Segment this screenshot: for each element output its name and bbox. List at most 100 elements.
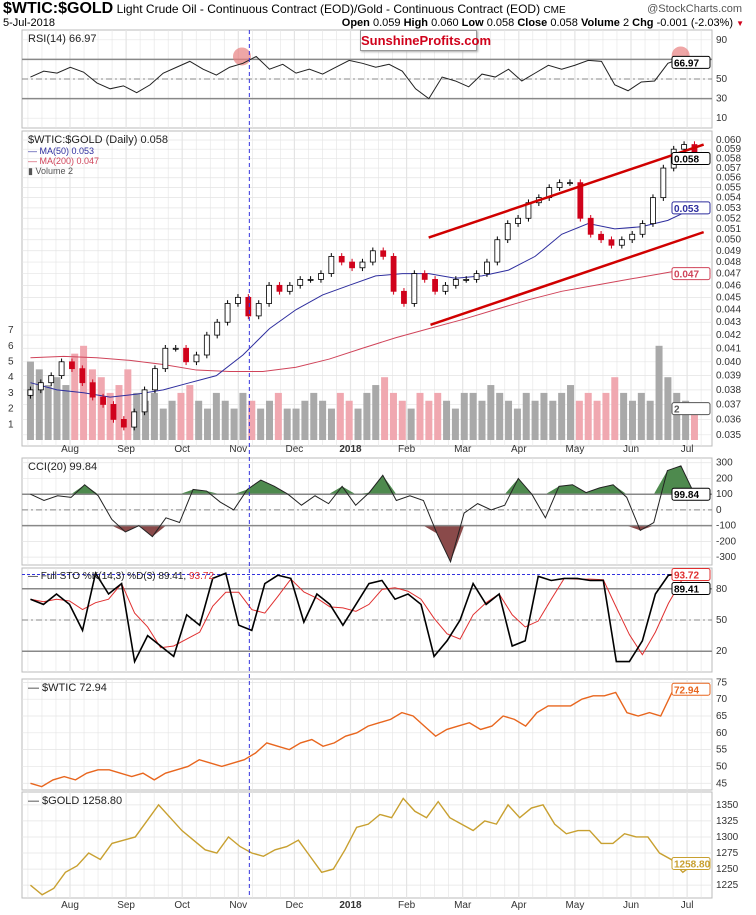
candle-body [338,255,345,263]
chg-value: -0.001 (-2.03%) [656,17,734,29]
candle-body [183,347,189,363]
x-axis-label: Aug [61,900,79,911]
volume-bar [513,408,521,440]
candle-body [369,250,376,263]
x-axis-label: Jul [681,900,694,911]
volume-bar [239,392,247,440]
rsi-line [30,55,695,100]
volume-bar [88,369,96,440]
x-axis-label: Apr [511,444,527,455]
sunshine-profits-watermark: SunshineProfits.com [360,30,491,51]
x-axis-label: Dec [286,444,304,455]
y-axis-label: 60 [716,728,728,739]
volume-bar [620,392,628,440]
candle-body [58,361,65,377]
quote-bar: Open 0.059 High 0.060 Low 0.058 Close 0.… [342,17,744,29]
volume-bar [593,400,601,440]
y-axis-label: 0.048 [716,257,741,268]
volume-bar [416,392,424,440]
volume-bar [646,400,654,440]
cci-last-value: 99.84 [674,490,699,501]
y-axis-label: 0.056 [716,173,741,184]
ma200-last-value-box [671,267,711,281]
close-label: Close [517,17,548,29]
wtic-last-value-box [671,682,711,696]
rsi-last-value: 66.97 [674,58,699,69]
candle-body [266,284,272,304]
y-axis-label: -300 [716,552,736,563]
candle-body [48,375,55,384]
trend-channel-line-lower [430,230,705,326]
volume-bar [584,392,592,440]
y-axis-label: 1350 [716,800,739,811]
volume-bar [434,392,442,440]
open-label: Open [341,17,370,29]
high-value: 0.060 [431,17,459,29]
price-last-value: 0.058 [674,155,699,166]
sto-legend: — Full STO %K(14,3) %D(3) 89.41, 93.72 [28,571,214,582]
candle-body [401,290,407,304]
volume-bar [602,392,610,440]
y-axis-label: 0.049 [716,246,741,257]
candle-body [681,144,687,150]
candle-body [411,273,418,304]
candle-body [37,382,44,391]
panel-wtic [21,678,713,791]
x-axis-label: Sep [117,444,135,455]
wtic-legend: — $WTIC 72.94 [28,682,107,694]
gold-last-value: 1258.80 [674,859,711,870]
trend-channel-line-upper [428,143,705,239]
x-axis-label: Nov [229,900,247,911]
y-axis-label: 55 [716,745,728,756]
y-axis-label: -100 [716,521,736,532]
rsi-legend: RSI(14) 66.97 [28,33,96,45]
y-axis-label: 0.036 [716,414,741,425]
volume-bar [274,392,282,440]
y-axis-label: 0.038 [716,385,741,396]
volume-bar [363,392,371,440]
volume-axis-label: 6 [8,341,14,352]
volume-bar [115,385,123,440]
close-value: 0.058 [550,17,578,29]
y-axis-label: 0.052 [716,213,741,224]
brand-link[interactable]: @StockCharts.com [647,3,742,15]
ma50-line [30,207,695,398]
volume-bar [354,408,362,440]
exchange: CME [543,5,566,16]
x-axis-label: Apr [511,900,527,911]
candle-body [89,382,96,398]
candle-body [69,361,75,370]
y-axis-label: 50 [716,74,728,85]
y-axis-label: 1275 [716,848,739,859]
x-axis-label: Feb [398,900,416,911]
y-axis-label: 0.060 [716,135,741,146]
y-axis-label: 0.050 [716,235,741,246]
volume-bar [26,361,34,440]
y-axis-label: 50 [716,615,728,626]
y-axis-label: 0.043 [716,317,741,328]
volume-bar [398,400,406,440]
candle-body [276,284,283,292]
y-axis-label: 10 [716,113,728,124]
x-axis-label: Sep [117,900,135,911]
rsi-highlight-circle [232,47,251,66]
volume-bar [327,408,335,440]
volume-bar [682,400,690,440]
candle-body [359,261,366,269]
volume-bar [310,392,318,440]
x-axis-label: Mar [454,444,472,455]
volume-bar [186,385,194,440]
volume-bar [478,400,486,440]
cci-legend: CCI(20) 99.84 [28,461,97,473]
candle-body [286,284,293,292]
volume-axis-label: 5 [8,357,14,368]
y-axis-label: 45 [716,778,728,789]
volume-bar [319,400,327,440]
volume-bar [230,408,238,440]
volume-bar [637,392,645,440]
candle-body [162,347,169,370]
volume-bar [505,400,513,440]
y-axis-label: 0.040 [716,357,741,368]
volume-bar [150,392,158,440]
x-axis-label: Nov [229,444,247,455]
